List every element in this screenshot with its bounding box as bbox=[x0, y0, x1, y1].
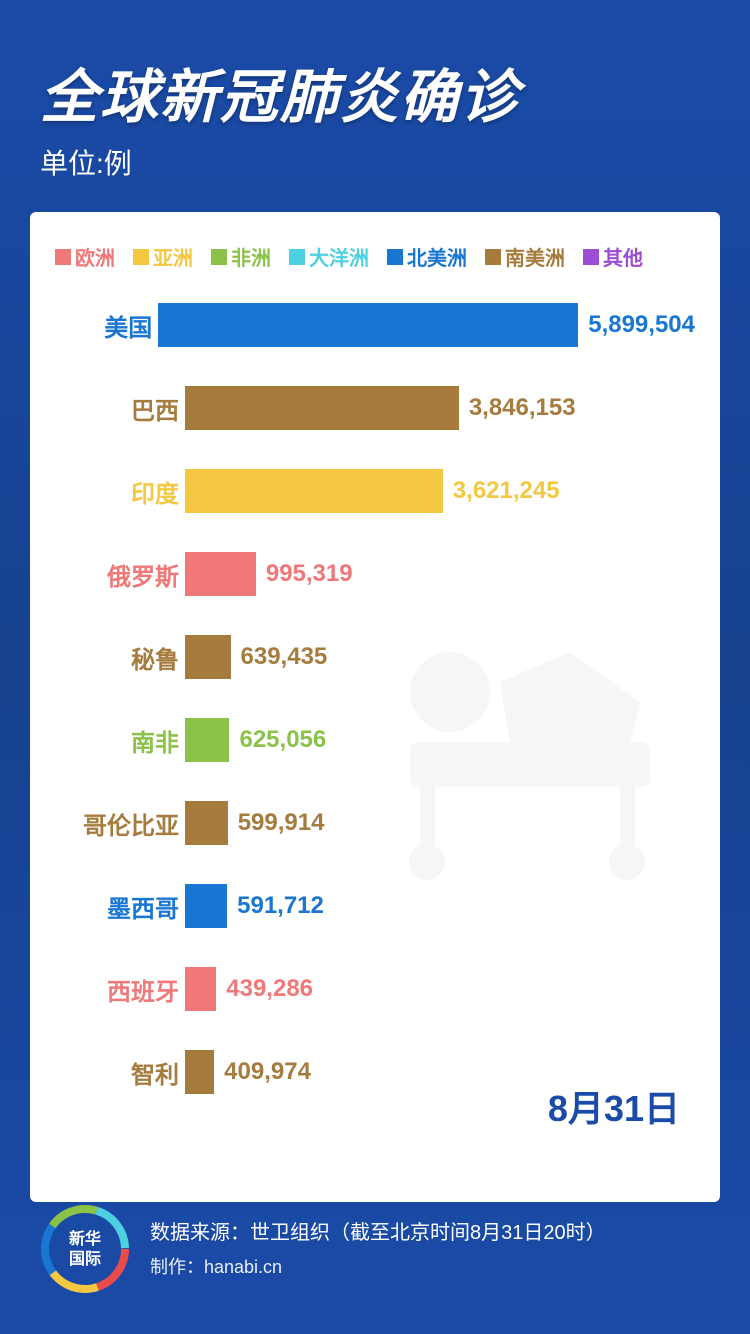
bar-row: 俄罗斯 995,319 bbox=[55, 550, 695, 598]
footer-text: 数据来源：世卫组织（截至北京时间8月31日20时） 制作：hanabi.cn bbox=[150, 1215, 606, 1283]
bar-track: 599,914 bbox=[185, 801, 695, 845]
legend-item: 其他 bbox=[583, 242, 643, 271]
legend-label: 非洲 bbox=[231, 242, 271, 271]
bar-track: 639,435 bbox=[185, 635, 695, 679]
legend-swatch bbox=[55, 249, 71, 265]
country-label: 美国 bbox=[55, 308, 158, 343]
country-label: 秘鲁 bbox=[55, 640, 185, 675]
legend-label: 南美洲 bbox=[505, 242, 565, 271]
legend-swatch bbox=[387, 249, 403, 265]
country-label: 西班牙 bbox=[55, 972, 185, 1007]
value-label: 995,319 bbox=[266, 560, 353, 588]
source-label: 数据来源：世卫组织（截至北京时间8月31日20时） bbox=[150, 1215, 606, 1251]
legend-swatch bbox=[133, 249, 149, 265]
legend-item: 大洋洲 bbox=[289, 242, 369, 271]
legend-item: 欧洲 bbox=[55, 242, 115, 271]
bar-row: 哥伦比亚 599,914 bbox=[55, 799, 695, 847]
legend-item: 南美洲 bbox=[485, 242, 565, 271]
bar-track: 591,712 bbox=[185, 884, 695, 928]
legend-label: 欧洲 bbox=[75, 242, 115, 271]
value-label: 439,286 bbox=[226, 975, 313, 1003]
legend: 欧洲 亚洲 非洲 大洋洲 北美洲 南美洲 其他 bbox=[55, 242, 695, 271]
legend-label: 其他 bbox=[603, 242, 643, 271]
bar-row: 秘鲁 639,435 bbox=[55, 633, 695, 681]
country-label: 智利 bbox=[55, 1055, 185, 1090]
legend-label: 大洋洲 bbox=[309, 242, 369, 271]
page-title: 全球新冠肺炎确诊 bbox=[40, 50, 710, 134]
value-label: 5,899,504 bbox=[588, 311, 695, 339]
bar bbox=[158, 303, 578, 347]
header: 全球新冠肺炎确诊 单位:例 bbox=[0, 0, 750, 192]
value-label: 409,974 bbox=[224, 1058, 311, 1086]
legend-item: 亚洲 bbox=[133, 242, 193, 271]
bar-row: 墨西哥 591,712 bbox=[55, 882, 695, 930]
country-label: 南非 bbox=[55, 723, 185, 758]
country-label: 巴西 bbox=[55, 391, 185, 426]
bar-track: 3,846,153 bbox=[185, 386, 695, 430]
legend-swatch bbox=[211, 249, 227, 265]
legend-swatch bbox=[583, 249, 599, 265]
bar bbox=[185, 635, 231, 679]
bar bbox=[185, 386, 459, 430]
country-label: 俄罗斯 bbox=[55, 557, 185, 592]
country-label: 印度 bbox=[55, 474, 185, 509]
svg-text:国际: 国际 bbox=[69, 1250, 101, 1268]
bar bbox=[185, 884, 227, 928]
legend-swatch bbox=[289, 249, 305, 265]
country-label: 哥伦比亚 bbox=[55, 806, 185, 841]
footer: 新华 国际 数据来源：世卫组织（截至北京时间8月31日20时） 制作：hanab… bbox=[40, 1204, 606, 1294]
bar bbox=[185, 967, 216, 1011]
date-label: 8月31日 bbox=[548, 1080, 680, 1132]
unit-label: 单位:例 bbox=[40, 142, 710, 182]
bar-row: 西班牙 439,286 bbox=[55, 965, 695, 1013]
legend-label: 亚洲 bbox=[153, 242, 193, 271]
bar-row: 美国 5,899,504 bbox=[55, 301, 695, 349]
svg-text:新华: 新华 bbox=[69, 1229, 101, 1248]
bar-track: 3,621,245 bbox=[185, 469, 695, 513]
bar bbox=[185, 801, 228, 845]
bar-row: 巴西 3,846,153 bbox=[55, 384, 695, 432]
value-label: 599,914 bbox=[238, 809, 325, 837]
legend-item: 北美洲 bbox=[387, 242, 467, 271]
country-label: 墨西哥 bbox=[55, 889, 185, 924]
legend-swatch bbox=[485, 249, 501, 265]
legend-label: 北美洲 bbox=[407, 242, 467, 271]
bar-row: 印度 3,621,245 bbox=[55, 467, 695, 515]
credit-label: 制作：hanabi.cn bbox=[150, 1251, 606, 1283]
bar bbox=[185, 469, 443, 513]
bar-row: 南非 625,056 bbox=[55, 716, 695, 764]
value-label: 3,846,153 bbox=[469, 394, 576, 422]
bar-track: 439,286 bbox=[185, 967, 695, 1011]
bar-track: 995,319 bbox=[185, 552, 695, 596]
bar-list: 美国 5,899,504 巴西 3,846,153 印度 3,621,245 俄罗斯 995,… bbox=[55, 301, 695, 1096]
page-root: 全球新冠肺炎确诊 单位:例 欧洲 亚洲 非洲 大洋洲 北美洲 南美洲 其他 美国 5,899,… bbox=[0, 0, 750, 1334]
bar bbox=[185, 718, 229, 762]
bar bbox=[185, 552, 256, 596]
bar-track: 5,899,504 bbox=[158, 303, 695, 347]
legend-item: 非洲 bbox=[211, 242, 271, 271]
value-label: 591,712 bbox=[237, 892, 324, 920]
value-label: 639,435 bbox=[241, 643, 328, 671]
chart-panel: 欧洲 亚洲 非洲 大洋洲 北美洲 南美洲 其他 美国 5,899,504 巴西 3,846,153… bbox=[30, 212, 720, 1202]
value-label: 625,056 bbox=[239, 726, 326, 754]
logo: 新华 国际 bbox=[40, 1204, 130, 1294]
bar bbox=[185, 1050, 214, 1094]
bar-track: 625,056 bbox=[185, 718, 695, 762]
value-label: 3,621,245 bbox=[453, 477, 560, 505]
